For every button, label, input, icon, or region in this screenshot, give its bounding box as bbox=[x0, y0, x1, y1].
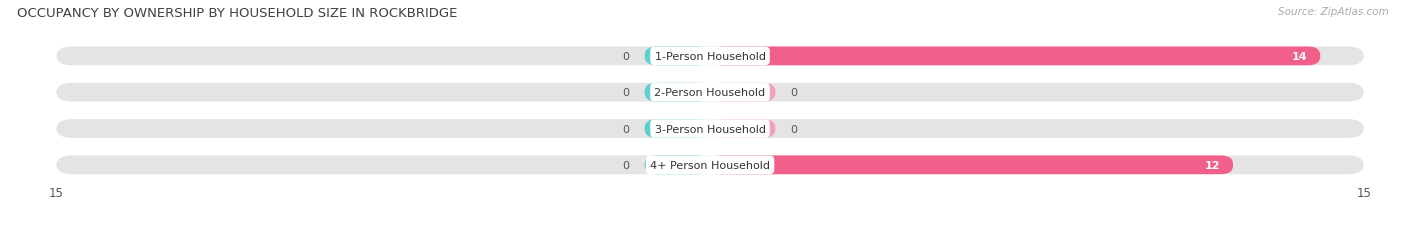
Text: 4+ Person Household: 4+ Person Household bbox=[650, 160, 770, 170]
Text: 0: 0 bbox=[623, 124, 630, 134]
Text: Source: ZipAtlas.com: Source: ZipAtlas.com bbox=[1278, 7, 1389, 17]
FancyBboxPatch shape bbox=[644, 83, 710, 102]
FancyBboxPatch shape bbox=[56, 156, 1364, 174]
Text: 0: 0 bbox=[790, 124, 797, 134]
Text: 0: 0 bbox=[623, 52, 630, 62]
FancyBboxPatch shape bbox=[644, 120, 710, 138]
Text: 14: 14 bbox=[1292, 52, 1308, 62]
Text: 0: 0 bbox=[790, 88, 797, 98]
FancyBboxPatch shape bbox=[56, 120, 1364, 138]
FancyBboxPatch shape bbox=[56, 47, 1364, 66]
FancyBboxPatch shape bbox=[710, 47, 1320, 66]
Text: 12: 12 bbox=[1205, 160, 1220, 170]
FancyBboxPatch shape bbox=[644, 156, 710, 174]
FancyBboxPatch shape bbox=[56, 83, 1364, 102]
FancyBboxPatch shape bbox=[710, 83, 776, 102]
Text: 0: 0 bbox=[623, 88, 630, 98]
FancyBboxPatch shape bbox=[710, 156, 1233, 174]
Text: 0: 0 bbox=[623, 160, 630, 170]
Text: 1-Person Household: 1-Person Household bbox=[655, 52, 765, 62]
FancyBboxPatch shape bbox=[710, 120, 776, 138]
FancyBboxPatch shape bbox=[644, 47, 710, 66]
Text: 2-Person Household: 2-Person Household bbox=[654, 88, 766, 98]
Text: OCCUPANCY BY OWNERSHIP BY HOUSEHOLD SIZE IN ROCKBRIDGE: OCCUPANCY BY OWNERSHIP BY HOUSEHOLD SIZE… bbox=[17, 7, 457, 20]
Text: 3-Person Household: 3-Person Household bbox=[655, 124, 765, 134]
